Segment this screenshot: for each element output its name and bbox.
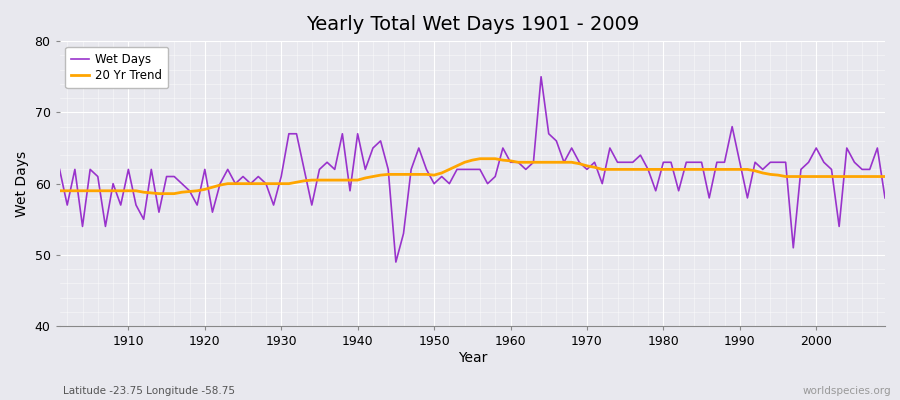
Text: worldspecies.org: worldspecies.org [803, 386, 891, 396]
Legend: Wet Days, 20 Yr Trend: Wet Days, 20 Yr Trend [66, 47, 168, 88]
20 Yr Trend [879, 174, 890, 179]
20 Yr Trend [115, 188, 126, 193]
20 Yr Trend [612, 167, 623, 172]
20 Yr Trend [154, 191, 165, 196]
Wet Days [612, 160, 623, 165]
20 Yr Trend [513, 160, 524, 165]
20 Yr Trend [520, 160, 531, 165]
Title: Yearly Total Wet Days 1901 - 2009: Yearly Total Wet Days 1901 - 2009 [306, 15, 639, 34]
Wet Days [54, 167, 65, 172]
X-axis label: Year: Year [457, 351, 487, 365]
Wet Days [513, 160, 524, 165]
20 Yr Trend [54, 188, 65, 193]
Text: Latitude -23.75 Longitude -58.75: Latitude -23.75 Longitude -58.75 [63, 386, 235, 396]
20 Yr Trend [291, 180, 302, 185]
Y-axis label: Wet Days: Wet Days [15, 150, 29, 217]
Wet Days [536, 74, 546, 79]
Wet Days [284, 131, 294, 136]
20 Yr Trend [474, 156, 485, 161]
Wet Days [329, 167, 340, 172]
Wet Days [879, 196, 890, 200]
20 Yr Trend [337, 178, 347, 182]
Wet Days [505, 160, 516, 165]
Line: Wet Days: Wet Days [59, 77, 885, 262]
Wet Days [391, 260, 401, 264]
Line: 20 Yr Trend: 20 Yr Trend [59, 159, 885, 194]
Wet Days [115, 203, 126, 208]
